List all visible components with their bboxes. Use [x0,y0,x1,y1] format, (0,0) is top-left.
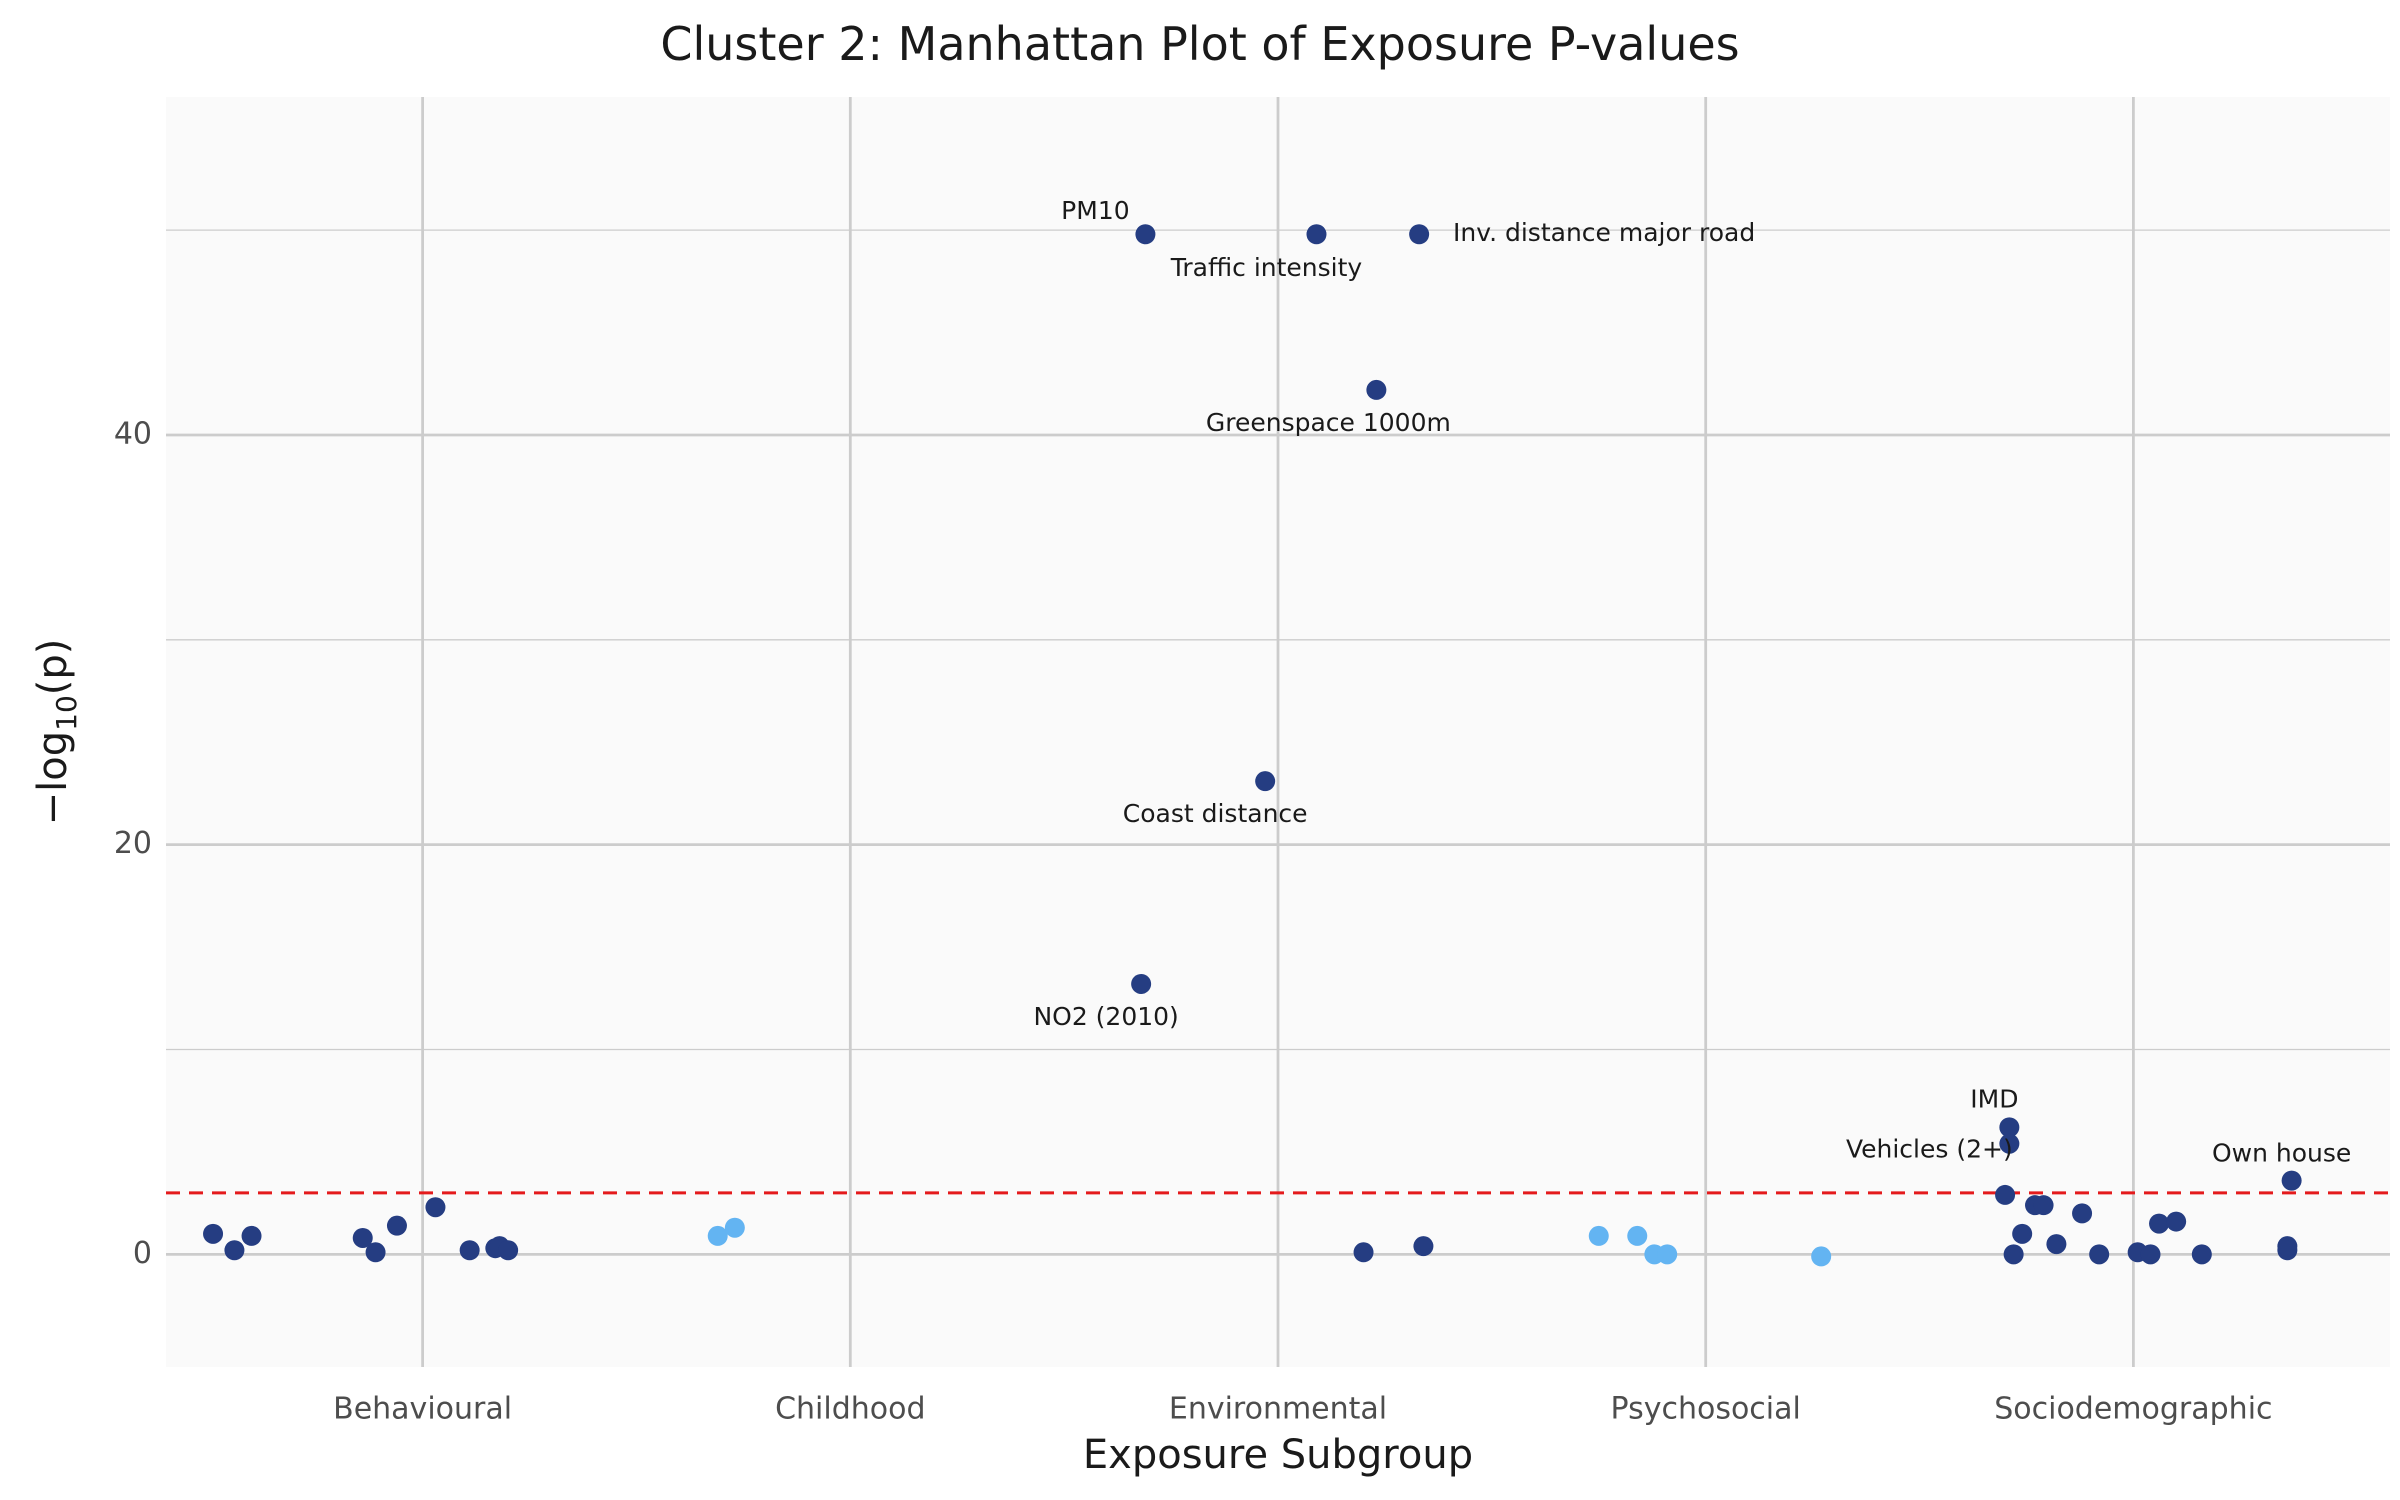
data-point [1588,1225,1609,1246]
grid-lines [166,97,2390,1367]
point-label: Traffic intensity [1170,253,1363,282]
y-tick-label: 20 [114,826,152,861]
data-point [2191,1244,2212,1265]
x-tick-label: Behavioural [333,1392,512,1427]
data-point [2072,1203,2093,1224]
point-label: PM10 [1061,196,1129,225]
y-tick-labels: 0 20 40 [114,416,152,1270]
data-point [203,1223,224,1244]
data-point [1999,1133,2020,1154]
data-point [2281,1170,2302,1191]
data-points [203,224,2302,1267]
data-point [1131,973,1152,994]
data-point [224,1240,245,1261]
data-point [365,1242,386,1263]
y-tick-label: 0 [133,1236,152,1271]
x-tick-label: Psychosocial [1611,1392,1801,1427]
data-point [1999,1117,2020,1138]
y-axis-label-tail: (p) [30,639,76,696]
data-point [1627,1225,1648,1246]
data-point [2046,1234,2067,1255]
x-tick-label: Childhood [775,1392,925,1427]
data-point [2033,1195,2054,1216]
y-axis-label-subscript: 10 [50,695,83,731]
point-label: Inv. distance major road [1453,218,1755,247]
data-point [1811,1246,1832,1267]
data-point [1306,224,1327,245]
chart-title: Cluster 2: Manhattan Plot of Exposure P-… [660,17,1739,71]
point-annotations: NO2 (2010) PM10 Coast distance Traffic inte… [1033,196,2351,1167]
y-axis-label-main: −log [30,731,76,826]
data-point [1353,1242,1374,1263]
data-point [2003,1244,2024,1265]
data-point [724,1217,745,1238]
data-point [1413,1236,1434,1257]
point-label: NO2 (2010) [1033,1002,1178,1031]
data-point [2166,1211,2187,1232]
data-point [1255,771,1276,792]
point-label: Vehicles (2+) [1846,1135,2013,1164]
data-point [498,1240,519,1261]
x-axis-label: Exposure Subgroup [1083,1432,1473,1478]
y-tick-label: 40 [114,416,152,451]
data-point [386,1215,407,1236]
data-point [2140,1244,2161,1265]
point-label: Own house [2212,1139,2351,1168]
data-point [1657,1244,1678,1265]
data-point [1135,224,1156,245]
data-point [459,1240,480,1261]
data-point [707,1225,728,1246]
point-label: IMD [1970,1084,2018,1113]
data-point [2149,1213,2170,1234]
x-tick-label: Sociodemographic [1994,1392,2272,1427]
data-point [2277,1236,2298,1257]
data-point [2012,1223,2033,1244]
point-label: Coast distance [1123,799,1308,828]
data-point [1995,1184,2016,1205]
data-point [425,1197,446,1218]
data-point [1366,379,1387,400]
data-point [2089,1244,2110,1265]
data-point [352,1227,373,1248]
point-label: Greenspace 1000m [1206,408,1451,437]
data-point [1409,224,1430,245]
data-point [241,1225,262,1246]
y-axis-label: −log10(p) [30,639,83,826]
x-tick-label: Environmental [1169,1392,1387,1427]
x-tick-labels: Behavioural Childhood Environmental Psychos… [333,1392,2272,1427]
